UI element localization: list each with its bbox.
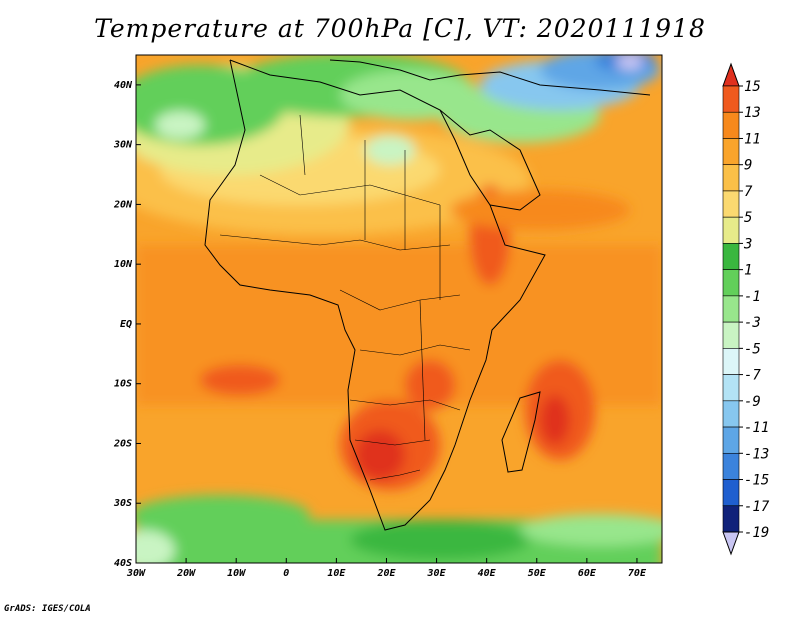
colorbar-label: 3 (743, 236, 752, 252)
map-frame (135, 54, 663, 564)
colorbar-swatch (722, 85, 740, 113)
lat-tick-label: 10S (114, 379, 132, 390)
colorbar-swatch (722, 479, 740, 507)
lat-tick-label: 30S (113, 498, 132, 509)
colorbar-label: 1 (744, 263, 752, 279)
lat-tick-label: EQ (120, 319, 132, 330)
lon-tick-label: 20W (176, 568, 196, 579)
colorbar-swatch (722, 505, 740, 533)
lon-tick-label: 20E (376, 568, 396, 579)
colorbar-label: 11 (744, 131, 761, 147)
colorbar-label: -1 (744, 289, 761, 305)
colorbar-swatch (722, 216, 740, 244)
lat-tick-label: 20N (113, 199, 133, 210)
lon-tick-label: 30W (126, 568, 146, 579)
lon-tick-label: 30E (427, 568, 447, 579)
colorbar-label: 13 (744, 105, 761, 121)
colorbar-label: -11 (744, 420, 769, 436)
map-title: Temperature at 700hPa [C], VT: 202011191… (94, 14, 706, 43)
colorbar-top-arrow (722, 62, 740, 87)
colorbar-swatch (722, 190, 740, 218)
lat-tick-label: 30N (113, 140, 133, 151)
colorbar-swatch (722, 295, 740, 323)
lon-tick-label: 10E (327, 568, 346, 579)
colorbar-swatch (722, 269, 740, 297)
colorbar-swatch (722, 400, 740, 428)
lat-tick-label: 10N (114, 259, 133, 270)
colorbar-swatch (722, 426, 740, 454)
colorbar-swatch (722, 348, 740, 375)
colorbar: 15 13 11 9 7 5 3 1 -1 -3 -5 -7 -9 -11 -13 -15 -17 -19 (722, 62, 770, 556)
colorbar-label: -19 (744, 525, 769, 541)
colorbar-label: -3 (744, 315, 761, 331)
lat-tick-label: 20S (113, 438, 132, 449)
colorbar-label: -17 (744, 499, 770, 515)
credit-text: GrADS: IGES/COLA (4, 604, 91, 614)
lon-tick-label: 40E (478, 568, 497, 579)
colorbar-swatch (722, 374, 740, 402)
colorbar-label: 15 (744, 79, 761, 95)
colorbar-label: -7 (744, 368, 761, 384)
lon-tick-label: 70E (628, 568, 647, 579)
colorbar-swatch (722, 111, 740, 139)
lon-tick-label: 50E (528, 568, 547, 579)
lat-tick-label: 40S (114, 558, 132, 569)
axis-ticks: 30W 20W 10W 0 10E 20E 30E 40E 50E 60E 70E 40N 30N 20N… (113, 80, 647, 579)
colorbar-bottom-arrow (722, 531, 740, 556)
colorbar-label: -5 (744, 341, 761, 357)
colorbar-swatch (722, 138, 740, 166)
colorbar-swatch (722, 243, 740, 270)
colorbar-label: 5 (744, 210, 752, 226)
lon-tick-label: 0 (283, 568, 289, 579)
colorbar-swatch (722, 321, 740, 349)
coastline-africa (204, 59, 651, 531)
colorbar-label: 7 (744, 184, 753, 200)
lon-tick-label: 10W (227, 568, 246, 579)
colorbar-label: -9 (744, 394, 761, 410)
colorbar-label: -13 (744, 446, 769, 462)
colorbar-label: -15 (744, 473, 769, 489)
country-borders (219, 114, 471, 481)
lat-tick-label: 40N (114, 80, 133, 91)
colorbar-swatch (722, 452, 740, 480)
colorbar-swatch (722, 164, 740, 192)
temperature-field (136, 55, 662, 563)
lon-tick-label: 60E (578, 568, 597, 579)
colorbar-label: 9 (744, 158, 752, 174)
